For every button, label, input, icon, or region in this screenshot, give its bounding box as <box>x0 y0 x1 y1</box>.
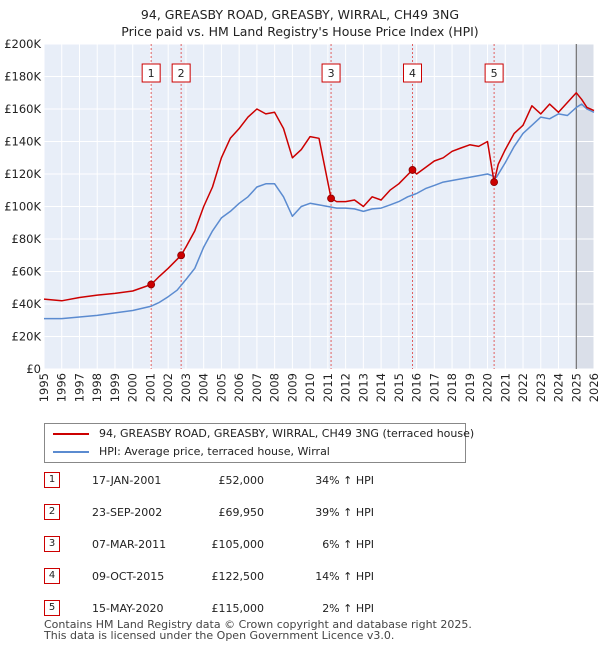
x-tick-label: 2017 <box>427 373 441 402</box>
sale-date: 09-OCT-2015 <box>92 570 165 583</box>
x-tick-label: 2002 <box>161 373 175 402</box>
sale-marker-box <box>171 63 191 83</box>
sale-date: 15-MAY-2020 <box>92 602 164 615</box>
sale-point <box>327 194 335 203</box>
legend-label-hpi: HPI: Average price, terraced house, Wirr… <box>99 445 330 458</box>
x-tick-label: 2011 <box>321 373 335 402</box>
y-tick-label: £200K <box>4 37 41 51</box>
x-tick-label: 2004 <box>197 373 211 402</box>
x-tick-label: 1995 <box>37 373 51 402</box>
sale-row: 4 09-OCT-2015 £122,500 14% ↑ HPI <box>44 568 464 584</box>
legend-swatch-hpi <box>53 451 89 453</box>
y-tick-label: £40K <box>12 297 42 311</box>
x-tick-label: 1997 <box>72 373 86 402</box>
sale-date: 07-MAR-2011 <box>92 538 167 551</box>
x-tick-label: 2021 <box>498 373 512 402</box>
x-tick-label: 2019 <box>463 373 477 402</box>
x-tick-label: 2026 <box>587 373 600 402</box>
sale-row: 2 23-SEP-2002 £69,950 39% ↑ HPI <box>44 504 464 520</box>
y-tick-label: £100K <box>4 200 41 214</box>
title-line-2: Price paid vs. HM Land Registry's House … <box>121 24 479 39</box>
sale-price: £105,000 <box>211 538 265 551</box>
sale-number-badge: 2 <box>44 504 60 520</box>
x-tick-label: 2022 <box>516 373 530 402</box>
x-tick-label: 2013 <box>356 373 370 402</box>
x-tick-label: 2006 <box>232 373 246 402</box>
x-tick-label: 2007 <box>250 373 264 402</box>
sale-number-badge: 4 <box>44 568 60 584</box>
sale-hpi-change: 39% ↑ HPI <box>315 506 374 519</box>
sale-marker-label: 2 <box>178 67 185 80</box>
footer-copyright: Contains HM Land Registry data © Crown c… <box>44 618 472 631</box>
x-tick-label: 2005 <box>214 373 228 402</box>
y-tick-label: £180K <box>4 70 41 84</box>
sale-marker-label: 4 <box>409 67 416 80</box>
y-tick-label: £120K <box>4 167 41 181</box>
x-tick-label: 2020 <box>481 373 495 402</box>
footer: Contains HM Land Registry data © Crown c… <box>44 619 472 641</box>
x-tick-label: 2008 <box>268 373 282 402</box>
sale-marker-box <box>403 63 422 83</box>
x-tick-label: 2012 <box>339 373 353 402</box>
legend: 94, GREASBY ROAD, GREASBY, WIRRAL, CH49 … <box>44 423 474 463</box>
title-line-1: 94, GREASBY ROAD, GREASBY, WIRRAL, CH49 … <box>140 7 460 22</box>
price-chart: £0 £20K £40K £60K £80K £100K £120K £140K £160K £1… <box>4 37 600 402</box>
sale-marker-box <box>141 63 161 83</box>
y-tick-label: £20K <box>12 330 42 344</box>
y-tick-label: £80K <box>12 232 42 246</box>
x-tick-label: 1999 <box>108 373 122 402</box>
sale-hpi-change: 34% ↑ HPI <box>315 474 374 487</box>
sale-date: 17-JAN-2001 <box>92 474 162 487</box>
sale-point <box>147 280 156 289</box>
sale-point <box>177 251 186 260</box>
sale-row: 5 15-MAY-2020 £115,000 2% ↑ HPI <box>44 600 464 616</box>
sale-hpi-change: 2% ↑ HPI <box>322 602 374 615</box>
x-tick-label: 2018 <box>445 373 459 402</box>
sale-marker-box <box>321 63 341 83</box>
x-tick-label: 2023 <box>534 373 548 402</box>
sale-row: 1 17-JAN-2001 £52,000 34% ↑ HPI <box>44 472 464 488</box>
sale-number-badge: 1 <box>44 472 60 488</box>
sale-price: £115,000 <box>211 602 265 615</box>
sale-price: £52,000 <box>218 474 265 487</box>
x-tick-label: 2010 <box>303 373 317 402</box>
sale-hpi-change: 6% ↑ HPI <box>322 538 374 551</box>
legend-label-property: 94, GREASBY ROAD, GREASBY, WIRRAL, CH49 … <box>99 427 475 440</box>
x-tick-label: 2015 <box>392 373 406 402</box>
sale-price: £69,950 <box>218 506 265 519</box>
y-tick-label: £0 <box>26 362 41 376</box>
sale-point <box>408 166 417 174</box>
x-tick-label: 2025 <box>569 373 583 402</box>
sale-number-badge: 3 <box>44 536 60 552</box>
y-tick-label: £160K <box>4 102 41 116</box>
y-tick-label: £140K <box>4 135 41 149</box>
sale-price: £122,500 <box>211 570 265 583</box>
sale-marker-box <box>484 63 504 83</box>
x-tick-label: 2016 <box>410 373 424 402</box>
footer-licence: This data is licensed under the Open Gov… <box>44 629 395 642</box>
x-tick-label: 1998 <box>90 373 104 402</box>
property-price-line <box>43 92 595 302</box>
legend-swatch-property <box>53 433 89 435</box>
sale-marker-label: 3 <box>328 67 335 80</box>
x-tick-label: 2000 <box>126 373 140 402</box>
hpi-line <box>44 103 595 320</box>
x-tick-label: 1996 <box>55 373 69 402</box>
sale-number-badge: 5 <box>44 600 60 616</box>
sale-date: 23-SEP-2002 <box>92 506 163 519</box>
chart-title: 94, GREASBY ROAD, GREASBY, WIRRAL, CH49 … <box>0 6 600 40</box>
sale-marker-label: 5 <box>491 67 498 80</box>
x-tick-label: 2014 <box>374 373 388 402</box>
x-tick-label: 2001 <box>143 373 157 402</box>
sale-row: 3 07-MAR-2011 £105,000 6% ↑ HPI <box>44 536 464 552</box>
x-tick-label: 2009 <box>285 373 299 402</box>
sale-marker-label: 1 <box>148 67 155 80</box>
sale-point <box>490 178 499 187</box>
x-tick-label: 2003 <box>179 373 193 402</box>
y-tick-label: £60K <box>12 265 42 279</box>
x-tick-label: 2024 <box>552 373 566 402</box>
sale-hpi-change: 14% ↑ HPI <box>315 570 374 583</box>
